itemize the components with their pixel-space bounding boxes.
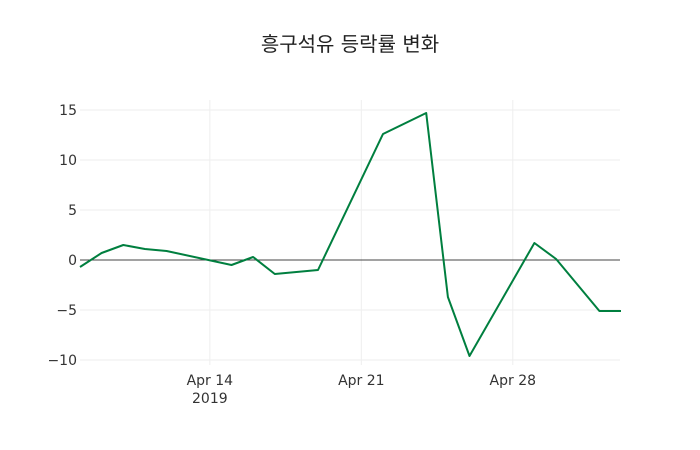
y-tick-label: −10 xyxy=(47,353,77,369)
y-tick-label: 10 xyxy=(59,153,77,169)
x-tick-label: Apr 21 xyxy=(338,373,384,389)
y-axis-ticks: 15 10 5 0 −5 −10 xyxy=(47,103,77,369)
y-tick-label: −5 xyxy=(56,303,77,319)
chart-title: 흥구석유 등락률 변화 xyxy=(260,32,440,56)
x-tick-label: Apr 28 xyxy=(490,373,536,389)
series-line xyxy=(79,112,621,357)
gridlines xyxy=(80,100,620,365)
y-tick-label: 15 xyxy=(59,103,77,119)
x-tick-sublabel: 2019 xyxy=(192,391,228,407)
x-axis-ticks: Apr 14 2019 Apr 21 Apr 28 xyxy=(187,373,536,407)
x-tick-label: Apr 14 xyxy=(187,373,234,389)
y-tick-label: 5 xyxy=(68,203,77,219)
y-tick-label: 0 xyxy=(68,253,77,269)
